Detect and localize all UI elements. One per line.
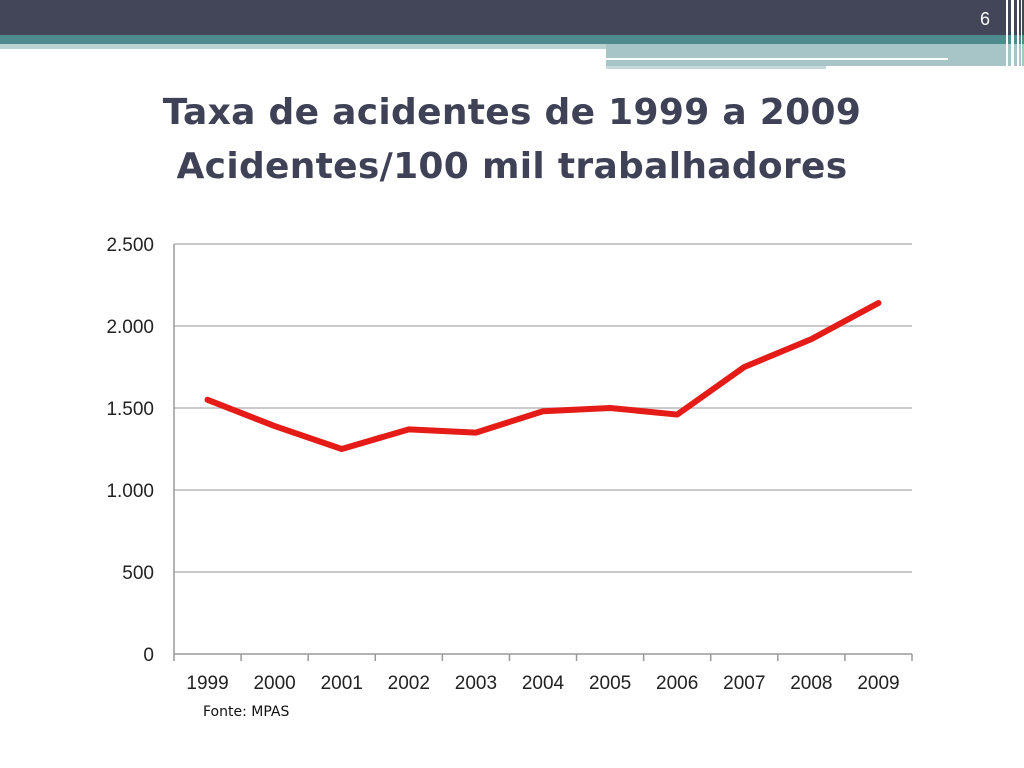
title-line-1: Taxa de acidentes de 1999 a 2009 bbox=[162, 92, 862, 133]
slide-title: Taxa de acidentes de 1999 a 2009 Acident… bbox=[60, 86, 964, 194]
x-tick-label: 2000 bbox=[253, 673, 295, 694]
y-tick-label: 1.500 bbox=[106, 399, 154, 420]
x-tick-label: 2007 bbox=[723, 673, 765, 694]
y-tick-label: 2.000 bbox=[106, 317, 154, 338]
x-tick-label: 2006 bbox=[656, 673, 698, 694]
header-band-right-bottom bbox=[606, 66, 826, 69]
data-point bbox=[609, 407, 611, 409]
series-line bbox=[204, 300, 882, 452]
data-point bbox=[877, 302, 879, 304]
x-tick-label: 2001 bbox=[321, 673, 363, 694]
header-band-right-line bbox=[606, 58, 948, 60]
header-band-right-block bbox=[606, 44, 1024, 66]
y-tick-label: 1.000 bbox=[106, 481, 154, 502]
y-tick-label: 500 bbox=[122, 563, 154, 584]
x-tick-label: 2004 bbox=[522, 673, 565, 694]
data-point bbox=[274, 425, 276, 427]
header-band-dark bbox=[0, 0, 1024, 35]
title-line-2: Acidentes/100 mil trabalhadores bbox=[176, 146, 848, 187]
header-band-light bbox=[0, 44, 606, 49]
source-note: Fonte: MPAS bbox=[203, 704, 290, 720]
data-point bbox=[542, 410, 544, 412]
x-tick-label: 2002 bbox=[388, 673, 430, 694]
header-band-teal bbox=[0, 35, 1024, 44]
data-point bbox=[207, 399, 209, 401]
x-tick-label: 2003 bbox=[455, 673, 497, 694]
y-tick-label: 0 bbox=[143, 645, 154, 666]
y-tick-label: 2.500 bbox=[106, 235, 154, 256]
x-tick-label: 2008 bbox=[790, 673, 832, 694]
header-vertical-stripes bbox=[1004, 0, 1024, 70]
data-point bbox=[676, 414, 678, 416]
data-point bbox=[810, 338, 812, 340]
data-point bbox=[341, 448, 343, 450]
data-point bbox=[475, 432, 477, 434]
data-point bbox=[408, 428, 410, 430]
data-point bbox=[743, 366, 745, 368]
x-tick-label: 2009 bbox=[857, 673, 899, 694]
page-number: 6 bbox=[979, 9, 990, 29]
x-tick-label: 2005 bbox=[589, 673, 631, 694]
x-tick-label: 1999 bbox=[186, 673, 228, 694]
